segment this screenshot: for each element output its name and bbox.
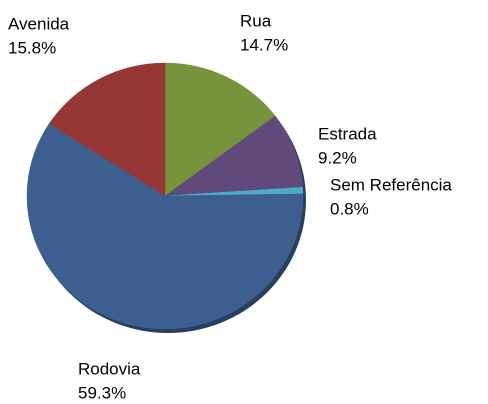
- pie-slice: [164, 115, 303, 197]
- slice-label: Avenida: [8, 14, 70, 33]
- slice-label: Estrada: [318, 124, 377, 143]
- slice-value-label: 9.2%: [318, 148, 357, 167]
- pie-slice: [48, 62, 166, 197]
- slice-label: Sem Referência: [330, 175, 452, 194]
- slice-value-label: 15.8%: [8, 38, 56, 57]
- slice-label: Rua: [240, 11, 272, 30]
- pie-slice: [26, 123, 304, 330]
- slice-value-label: 0.8%: [330, 199, 369, 218]
- slice-label: Rodovia: [78, 359, 141, 378]
- slice-value-label: 59.3%: [78, 383, 126, 402]
- pie-slice: [164, 62, 276, 197]
- slice-value-label: 14.7%: [240, 35, 288, 54]
